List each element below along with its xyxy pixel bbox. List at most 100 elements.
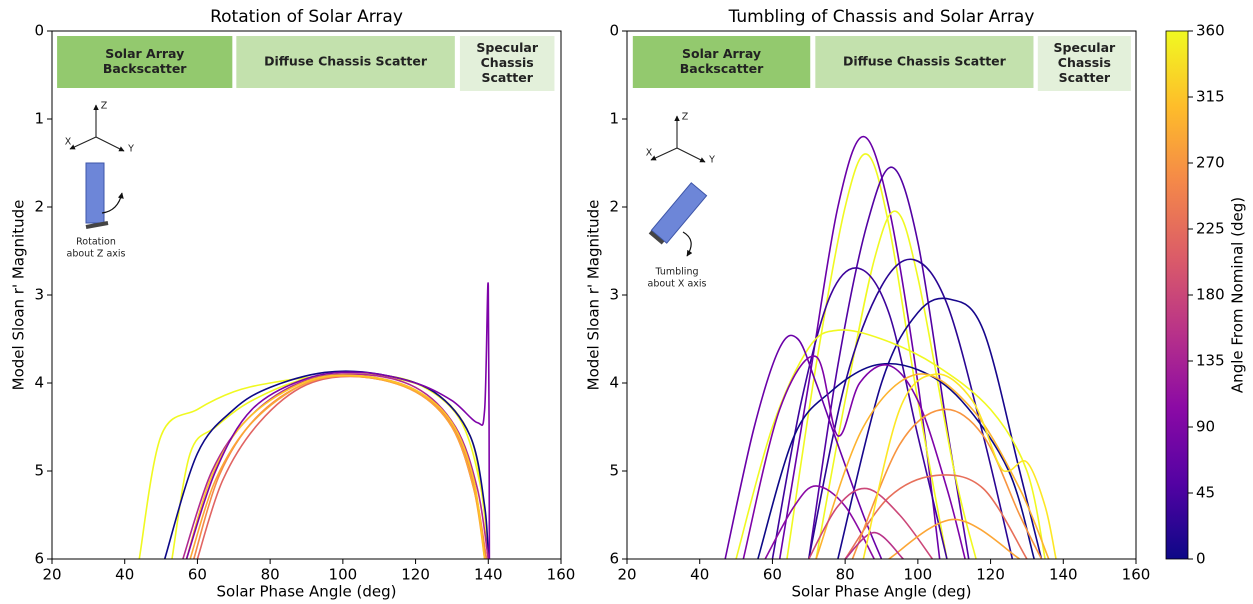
icon-solar-panel	[85, 162, 105, 224]
line-series	[185, 374, 486, 559]
y-tick-label: 6	[609, 550, 619, 568]
x-tick-label: 80	[836, 566, 855, 584]
colorbar	[1165, 30, 1189, 560]
region-label: Chassis	[481, 55, 534, 70]
y-tick-label: 3	[609, 286, 619, 304]
region-box	[57, 36, 233, 88]
region-box	[632, 36, 811, 88]
plot-frame	[51, 30, 562, 560]
line-series	[815, 210, 977, 559]
line-series	[771, 267, 948, 559]
x-tick-label: 20	[617, 566, 636, 584]
x-tick-label: 60	[188, 566, 207, 584]
line-series	[778, 135, 941, 559]
x-tick-label: 40	[690, 566, 709, 584]
x-axis-label: Solar Phase Angle (deg)	[217, 583, 397, 601]
icon-rotation-arrow	[682, 231, 693, 257]
y-tick-label: 5	[609, 462, 619, 480]
plot-lines	[724, 135, 1057, 559]
region-label: Backscatter	[103, 61, 187, 76]
icon-axis-label: X	[65, 137, 72, 148]
line-series	[888, 518, 1021, 559]
chart-title: Tumbling of Chassis and Solar Array	[728, 7, 1035, 27]
plot-lines	[138, 282, 491, 559]
icon-chassis	[85, 221, 109, 229]
y-tick-label: 4	[609, 374, 619, 392]
line-series	[837, 297, 1043, 559]
icon-caption: about Z axis	[67, 249, 126, 260]
line-series	[851, 408, 1043, 559]
y-tick-label: 2	[34, 198, 44, 216]
colorbar-tick-label: 315	[1196, 88, 1225, 106]
line-series	[182, 373, 490, 559]
line-series	[862, 373, 1057, 559]
line-series	[724, 334, 883, 559]
y-tick-label: 0	[609, 22, 619, 40]
icon-caption: Rotation	[76, 237, 116, 248]
line-series	[808, 258, 1014, 559]
x-tick-label: 40	[115, 566, 134, 584]
region-box	[1037, 36, 1131, 91]
x-tick-label: 20	[42, 566, 61, 584]
icon-axis	[95, 136, 125, 152]
y-tick-label: 1	[609, 110, 619, 128]
colorbar-tick-label: 90	[1196, 418, 1215, 436]
region-box	[815, 36, 1034, 88]
region-label: Solar Array	[105, 46, 184, 61]
region-label: Diffuse Chassis Scatter	[264, 54, 428, 69]
line-series	[185, 282, 491, 559]
y-tick-label: 4	[34, 374, 44, 392]
x-tick-label: 60	[763, 566, 782, 584]
region-label: Scatter	[481, 70, 533, 85]
x-axis-label: Solar Phase Angle (deg)	[792, 583, 972, 601]
line-series	[808, 487, 934, 559]
y-axis-label: Model Sloan r' Magnitude	[10, 200, 28, 391]
icon-rotation-arrow	[101, 192, 124, 214]
line-series	[844, 531, 904, 559]
icon-caption: about X axis	[648, 279, 707, 290]
region-label: Scatter	[1059, 70, 1111, 85]
line-series	[815, 373, 1050, 559]
y-tick-label: 1	[34, 110, 44, 128]
icon-axis-label: X	[646, 148, 653, 159]
y-tick-label: 5	[34, 462, 44, 480]
x-tick-label: 160	[547, 566, 576, 584]
region-label: Backscatter	[680, 61, 764, 76]
icon-caption: Tumbling	[655, 267, 699, 278]
icon-axis	[69, 136, 97, 150]
line-series	[735, 329, 1046, 559]
icon-axis	[650, 147, 678, 161]
region-box	[459, 36, 555, 91]
x-tick-label: 120	[401, 566, 430, 584]
region-label: Specular	[476, 40, 538, 55]
line-series	[171, 373, 490, 559]
x-tick-label: 80	[261, 566, 280, 584]
line-series	[189, 375, 486, 559]
line-series	[807, 166, 970, 559]
line-series	[742, 355, 966, 559]
icon-axis-label: Y	[127, 144, 134, 155]
chart-title: Rotation of Solar Array	[210, 7, 403, 27]
x-tick-label: 100	[904, 566, 933, 584]
x-tick-label: 160	[1122, 566, 1151, 584]
colorbar-tick-label: 270	[1196, 154, 1225, 172]
region-box	[236, 36, 455, 88]
x-tick-label: 100	[329, 566, 358, 584]
x-tick-label: 140	[474, 566, 503, 584]
colorbar-tick-label: 360	[1196, 22, 1225, 40]
colorbar-tick-label: 45	[1196, 484, 1215, 502]
y-tick-label: 6	[34, 550, 44, 568]
region-label: Specular	[1054, 40, 1116, 55]
y-tick-label: 0	[34, 22, 44, 40]
icon-chassis	[648, 230, 665, 245]
y-tick-label: 3	[34, 286, 44, 304]
colorbar-label: Angle From Nominal (deg)	[1229, 197, 1247, 393]
icon-axis	[676, 147, 706, 163]
colorbar-tick-label: 135	[1196, 352, 1225, 370]
y-tick-label: 2	[609, 198, 619, 216]
icon-axis-label: Z	[682, 112, 689, 123]
icon-axis-label: Z	[101, 101, 108, 112]
